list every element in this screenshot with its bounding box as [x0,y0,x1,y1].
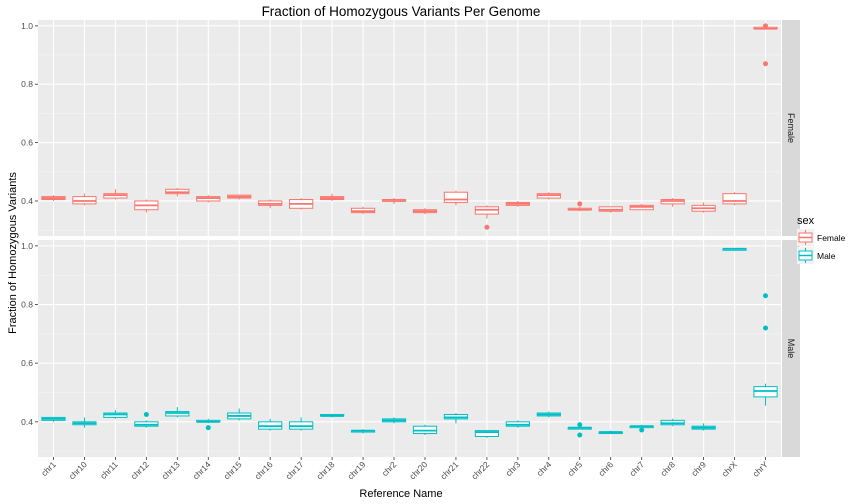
x-tick-label: chr10 [67,459,89,481]
box-chr21 [443,191,469,203]
legend: sex Female Male [797,215,846,264]
outlier-point [639,427,645,433]
outlier-point [143,411,149,417]
outlier-point [205,425,211,431]
y-tick-label: 0.6 [21,358,33,368]
y-tick-label: 0.4 [21,196,33,206]
facet-strip-label: Male [786,339,796,359]
y-tick-label: 1.0 [21,241,33,251]
chart-title: Fraction of Homozygous Variants Per Geno… [262,4,541,19]
legend-label: Male [817,251,836,261]
x-tick-label: chr20 [407,459,429,481]
outlier-point [763,293,769,299]
outlier-point [763,23,769,29]
x-tick-label: chr4 [534,459,553,478]
facet-strip-label: Female [786,113,796,143]
y-tick-label: 0.4 [21,417,33,427]
x-tick-label: chr18 [314,459,336,481]
y-tick-label: 0.6 [21,138,33,148]
x-tick-label: chr14 [191,459,213,481]
x-tick-label: chr1 [39,459,58,478]
x-tick-label: chr11 [98,459,120,481]
x-tick-label: chr15 [222,459,244,481]
plot-layer: 0.4 0.6 0.8 1.0 Female 0.4 0.6 0.8 1.0 Male chr1 ch… [21,20,800,481]
box-chrX [722,193,747,205]
x-tick-label: chr7 [627,459,646,478]
legend-label: Female [817,233,846,243]
outlier-point [577,201,583,207]
x-tick-label: chr6 [596,459,615,478]
x-tick-label: chr22 [469,459,491,481]
x-tick-label: chr17 [283,459,305,481]
x-tick-label: chrY [751,459,771,479]
y-axis-label: Fraction of Homozygous Variants [7,172,19,334]
outlier-point [763,325,769,331]
x-axis-label: Reference Name [359,488,442,500]
box-chr22 [474,430,500,437]
y-tick-label: 1.0 [21,21,33,31]
panel-background [38,240,781,457]
x-tick-label: chr21 [438,459,460,481]
outlier-point [577,432,583,438]
panel-background [38,20,781,236]
x-tick-label: chr5 [565,459,584,478]
y-tick-label: 0.8 [21,79,33,89]
x-tick-label: chr19 [345,459,367,481]
facet-strip [782,240,800,457]
facet-strip [782,20,800,236]
x-tick-label: chr2 [380,459,399,478]
x-tick-label: chr16 [252,459,274,481]
x-tick-label: chr8 [658,459,677,478]
x-tick-label: chr13 [160,459,182,481]
x-tick-label: chr9 [689,459,708,478]
outlier-point [484,224,490,230]
x-tick-label: chr3 [503,459,522,478]
legend-title: sex [797,215,815,227]
x-tick-label: chr12 [129,459,151,481]
outlier-point [577,422,583,428]
x-tick-label: chrX [720,459,740,479]
y-tick-label: 0.8 [21,300,33,310]
outlier-point [763,61,769,67]
